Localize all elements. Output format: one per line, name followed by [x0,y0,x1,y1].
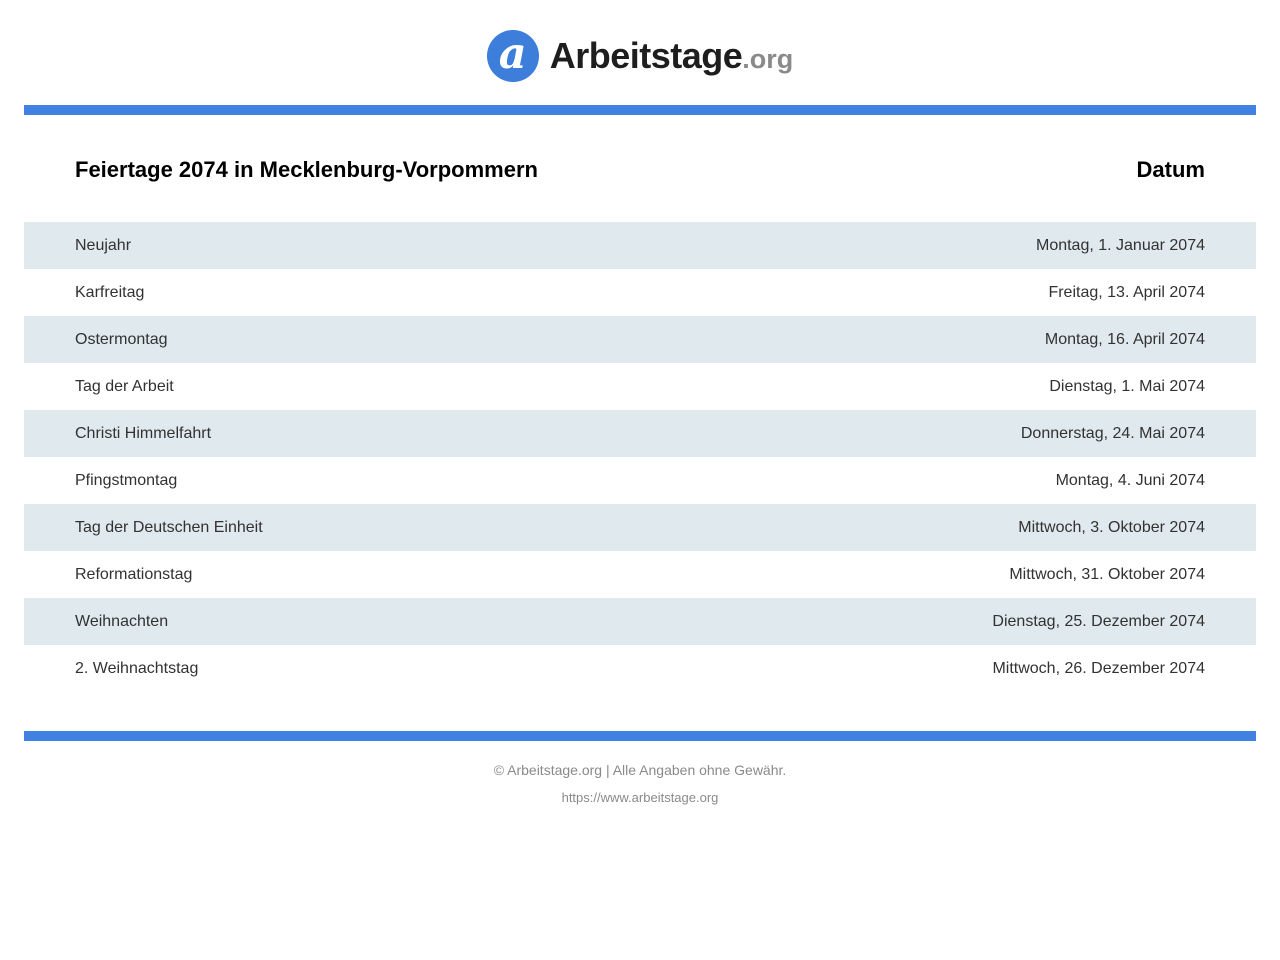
holiday-date: Mittwoch, 26. Dezember 2074 [992,659,1205,677]
holiday-name: Neujahr [75,236,132,254]
holiday-table: Neujahr Montag, 1. Januar 2074 Karfreita… [24,222,1256,692]
logo-a-icon: a [486,28,539,82]
holiday-date: Donnerstag, 24. Mai 2074 [1020,424,1205,442]
table-row: Reformationstag Mittwoch, 31. Oktober 20… [24,551,1256,598]
page-title: Feiertage 2074 in Mecklenburg-Vorpommern [75,157,538,182]
holiday-date: Mittwoch, 3. Oktober 2074 [1018,518,1205,536]
holiday-name: Tag der Deutschen Einheit [75,518,263,536]
holiday-date: Montag, 16. April 2074 [1044,330,1205,348]
site-header: a Arbeitstage.org [0,0,1280,82]
logo-text: Arbeitstage.org [550,35,794,77]
holiday-name: Reformationstag [75,565,193,583]
holiday-name: Christi Himmelfahrt [75,424,212,442]
table-row: Christi Himmelfahrt Donnerstag, 24. Mai … [24,410,1256,457]
table-row: Tag der Arbeit Dienstag, 1. Mai 2074 [24,363,1256,410]
bottom-divider-bar [24,731,1256,741]
holiday-date: Dienstag, 25. Dezember 2074 [992,612,1205,630]
holiday-name: Weihnachten [75,612,169,630]
holiday-date: Mittwoch, 31. Oktober 2074 [1009,565,1205,583]
holiday-date: Montag, 1. Januar 2074 [1035,236,1205,254]
table-row: 2. Weihnachtstag Mittwoch, 26. Dezember … [24,645,1256,692]
table-row: Pfingstmontag Montag, 4. Juni 2074 [24,457,1256,504]
holiday-name: Ostermontag [75,330,168,348]
holiday-date: Montag, 4. Juni 2074 [1055,471,1205,489]
footer-copyright: © Arbeitstage.org | Alle Angaben ohne Ge… [493,762,787,778]
table-header: Feiertage 2074 in Mecklenburg-Vorpommern… [24,158,1256,182]
logo-tld: .org [742,44,794,74]
table-row: Ostermontag Montag, 16. April 2074 [24,316,1256,363]
holiday-name: Tag der Arbeit [75,377,174,395]
date-column-header: Datum [1136,157,1205,182]
holiday-date: Freitag, 13. April 2074 [1048,283,1205,301]
holiday-name: Pfingstmontag [75,471,178,489]
table-row: Weihnachten Dienstag, 25. Dezember 2074 [24,598,1256,645]
table-row: Karfreitag Freitag, 13. April 2074 [24,269,1256,316]
footer: © Arbeitstage.org | Alle Angaben ohne Ge… [0,762,1280,805]
arbeitstage-logo[interactable]: a Arbeitstage.org [486,28,794,82]
logo-a-glyph: a [498,28,527,79]
holiday-name: 2. Weihnachtstag [75,659,199,677]
holiday-date: Dienstag, 1. Mai 2074 [1049,377,1205,395]
table-row: Tag der Deutschen Einheit Mittwoch, 3. O… [24,504,1256,551]
footer-url: https://www.arbeitstage.org [561,790,719,805]
top-divider-bar [24,105,1256,115]
table-row: Neujahr Montag, 1. Januar 2074 [24,222,1256,269]
logo-brand: Arbeitstage [549,35,743,76]
holiday-name: Karfreitag [75,283,145,301]
